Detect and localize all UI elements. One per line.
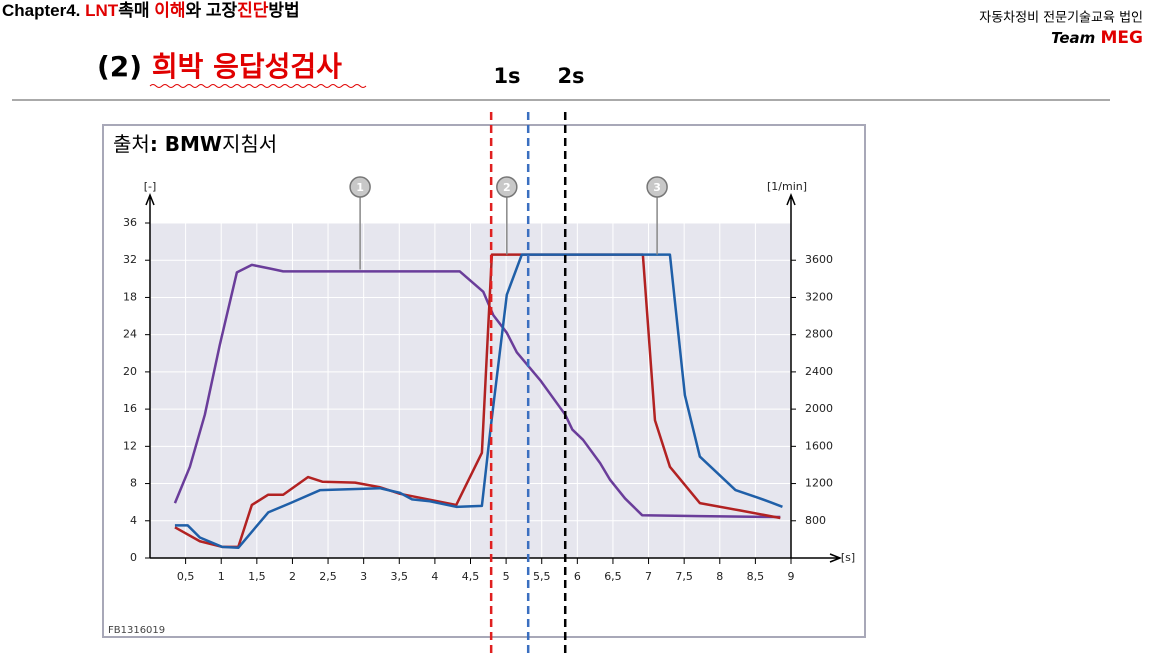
x-tick-label: 1 [218,570,225,583]
y-tick-label: 36 [123,216,137,229]
text-part: (2) [97,50,152,83]
y2-tick-label: 2400 [805,365,833,378]
text-part: LNT [85,1,119,20]
x-tick-label: 3 [360,570,367,583]
callout-label: 1 [356,181,364,194]
y-tick-label: 4 [130,514,137,527]
x-tick-label: 4,5 [462,570,480,583]
x-axis-label: [s] [841,551,855,564]
text-part: Chapter4. [2,1,85,20]
source: 출처: BMW지침서 [113,132,277,156]
text-part: 지침서 [222,132,277,156]
y-tick-label: 8 [130,477,137,490]
text-part: 촉매 [118,1,154,20]
x-tick-label: 2 [289,570,296,583]
axis [145,192,155,558]
text-part: 이해 [154,1,185,20]
y2-tick-label: 3600 [805,253,833,266]
y2-axis-label: [1/min] [767,180,807,193]
data-line [173,263,781,519]
y-tick-label: 16 [123,402,137,415]
x-tick-label: 3,5 [391,570,409,583]
text-part: MEG [1101,28,1143,48]
x-tick-label: 4 [431,570,438,583]
x-tick-label: 7,5 [675,570,693,583]
x-tick-label: 8,5 [747,570,765,583]
text-part: 와 고장 [185,1,237,20]
y2-tick-label: 2000 [805,402,833,415]
slide-title: Chapter4. LNT촉매 이해와 고장진단방법 [2,1,300,20]
y-tick-label: 18 [123,290,137,303]
org-name: 자동차정비 전문기술교육 법인 [979,11,1143,26]
text-part: 진단 [237,1,269,20]
x-tick-label: 8 [716,570,723,583]
text-part: 출처 [113,132,150,156]
callout-circle [349,176,371,198]
x-tick-label: 7 [645,570,652,583]
y-axis-label: [-] [144,180,157,193]
x-tick-label: 5 [503,570,510,583]
y2-tick-label: 2800 [805,328,833,341]
data-line [174,253,783,550]
y-tick-label: 12 [123,439,137,452]
y-tick-label: 32 [123,253,137,266]
underline [149,84,367,88]
x-tick-label: 2,5 [319,570,337,583]
time-label: 1s [493,64,520,88]
text-part: : BMW [150,132,222,156]
axis [150,553,843,563]
x-tick-label: 5,5 [533,570,551,583]
text-part: 희박 응답성검사 [152,50,342,83]
x-tick-label: 6 [574,570,581,583]
figure-id: FB1316019 [108,625,165,636]
y2-tick-label: 1600 [805,439,833,452]
y2-tick-label: 800 [805,514,826,527]
x-tick-label: 6,5 [604,570,622,583]
axis [786,192,796,558]
y2-tick-label: 3200 [805,290,833,303]
y-tick-label: 0 [130,551,137,564]
y2-tick-label: 1200 [805,477,833,490]
x-tick-label: 1,5 [248,570,266,583]
text-part: Team [1051,29,1100,47]
callout-label: 2 [503,181,511,194]
team-name: Team MEG [1051,28,1143,48]
callout-label: 3 [653,181,661,194]
callout-circle [496,176,518,198]
y-tick-label: 20 [123,365,137,378]
chart: 0,5 1 1,5 2 2,5 3 3,5 4 4,5 5 5,5 6 6,5 7 7,5 8 8,5 9 0 4 8 1… [123,112,855,655]
y-tick-label: 24 [123,328,137,341]
time-label: 2s [557,64,584,88]
callout-circle [646,176,668,198]
x-tick-label: 9 [788,570,795,583]
x-tick-label: 0,5 [177,570,195,583]
text-part: 방법 [268,1,299,20]
section-title: (2) 희박 응답성검사 [97,50,342,83]
